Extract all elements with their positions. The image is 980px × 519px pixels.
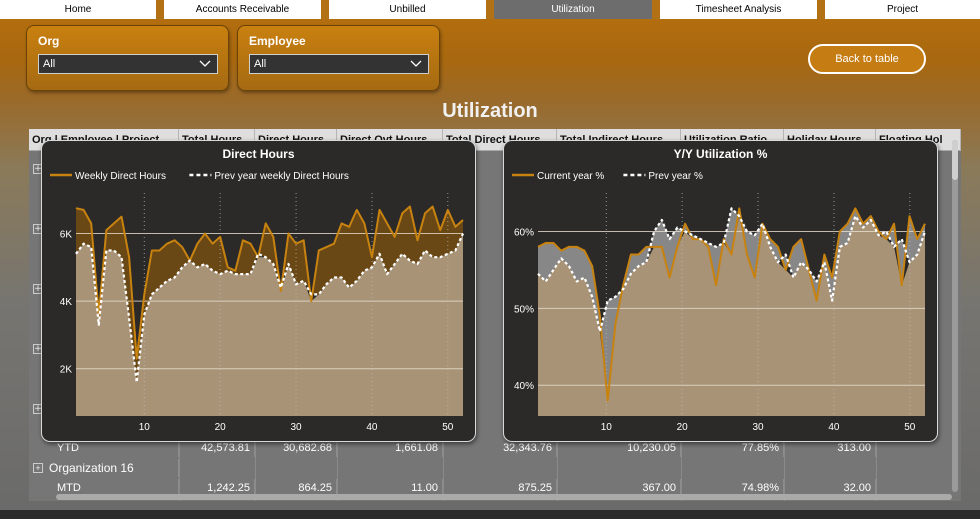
table-cell: 32.00 [784, 479, 876, 497]
tab-accounts-receivable[interactable]: Accounts Receivable [164, 0, 321, 19]
horizontal-scrollbar[interactable] [56, 494, 952, 500]
y-tick-label: 40% [514, 381, 534, 392]
table-cell: 74.98% [681, 479, 784, 497]
series-gap-area [538, 208, 925, 401]
utilization-chart: Y/Y Utilization % Current year % Prev yea… [503, 140, 938, 442]
x-tick-label: 30 [290, 422, 302, 433]
y-tick-label: 50% [514, 304, 534, 315]
employee-filter-card: Employee All [237, 25, 440, 91]
legend-label: Current year % [537, 171, 604, 182]
employee-dropdown[interactable]: All [249, 54, 429, 74]
org-dropdown-value: All [43, 58, 56, 70]
series-gap-area [76, 206, 463, 383]
direct-hours-chart: Direct Hours Weekly Direct Hours Prev yea… [41, 140, 476, 442]
row-label: YTD [29, 439, 179, 457]
expand-icon[interactable]: + [33, 463, 43, 473]
vertical-scrollbar[interactable] [952, 140, 958, 492]
table-cell: 313.00 [784, 439, 876, 457]
legend-label: Weekly Direct Hours [75, 171, 166, 182]
top-nav: Home Accounts Receivable Unbilled Utiliz… [0, 0, 980, 19]
table-row[interactable]: MTD 1,242.25 864.25 11.00 875.25 367.00 … [29, 479, 961, 497]
table-cell: 42,573.81 [179, 439, 255, 457]
row-label: MTD [29, 479, 179, 497]
back-to-table-button[interactable]: Back to table [808, 44, 926, 74]
table-cell: 30,682.68 [255, 439, 337, 457]
direct-hours-svg: Weekly Direct Hours Prev year weekly Dire… [50, 171, 465, 433]
y-tick-label: 2K [60, 365, 73, 376]
tab-unbilled[interactable]: Unbilled [329, 0, 486, 19]
x-tick-label: 20 [215, 422, 227, 433]
x-tick-label: 50 [442, 422, 454, 433]
scrollbar-thumb[interactable] [952, 140, 958, 180]
table-cell: 367.00 [557, 479, 681, 497]
x-tick-label: 40 [366, 422, 378, 433]
legend-label: Prev year % [648, 171, 703, 182]
org-filter-label: Org [38, 34, 60, 48]
utilization-svg: Current year % Prev year % 40% 50% 60% 10 20 30… [512, 171, 927, 433]
table-cell: 77.85% [681, 439, 784, 457]
chevron-down-icon [199, 60, 211, 67]
x-tick-label: 10 [601, 422, 613, 433]
employee-filter-label: Employee [249, 34, 306, 48]
chart-title: Y/Y Utilization % [673, 147, 768, 161]
chevron-down-icon [410, 60, 422, 67]
table-cell: 1,661.08 [337, 439, 443, 457]
x-tick-label: 10 [139, 422, 151, 433]
table-cell: 864.25 [255, 479, 337, 497]
chart-title: Direct Hours [222, 147, 295, 161]
x-tick-label: 40 [828, 422, 840, 433]
previous-series-line [537, 207, 927, 333]
table-row[interactable]: + Organization 16 [29, 459, 961, 477]
table-cell: 875.25 [443, 479, 557, 497]
table-row[interactable]: YTD 42,573.81 30,682.68 1,661.08 32,343.… [29, 439, 961, 457]
tab-project[interactable]: Project [825, 0, 980, 19]
x-tick-label: 30 [752, 422, 764, 433]
row-label: Organization 16 [29, 459, 179, 477]
y-tick-label: 6K [60, 230, 73, 241]
employee-dropdown-value: All [254, 58, 267, 70]
y-tick-label: 4K [60, 297, 73, 308]
table-cell: 1,242.25 [179, 479, 255, 497]
series-base-area [538, 216, 925, 416]
tab-utilization[interactable]: Utilization [494, 0, 652, 19]
current-series-line [537, 207, 926, 402]
table-cell: 11.00 [337, 479, 443, 497]
table-cell: 10,230.05 [557, 439, 681, 457]
x-tick-label: 50 [904, 422, 916, 433]
org-dropdown[interactable]: All [38, 54, 218, 74]
y-tick-label: 60% [514, 227, 534, 238]
org-filter-card: Org All [26, 25, 229, 91]
series-base-area [76, 233, 463, 416]
page-title: Utilization [442, 100, 538, 122]
previous-series-line [75, 233, 465, 384]
legend-label: Prev year weekly Direct Hours [214, 171, 348, 182]
tab-timesheet-analysis[interactable]: Timesheet Analysis [660, 0, 817, 19]
table-cell: 32,343.76 [443, 439, 557, 457]
current-series-line [75, 205, 464, 360]
tab-home[interactable]: Home [0, 0, 156, 19]
x-tick-label: 20 [677, 422, 689, 433]
status-bar [0, 510, 980, 519]
